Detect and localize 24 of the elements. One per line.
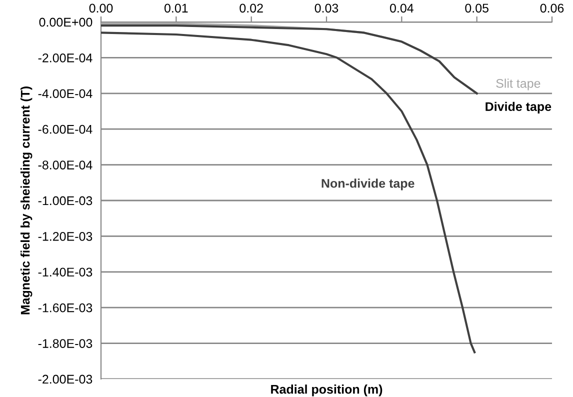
y-axis-title: Magnetic field by sheieding current (T) — [20, 86, 32, 314]
series-label: Divide tape — [486, 102, 552, 114]
line-series — [101, 32, 476, 354]
series-label: Non-divide tape — [322, 178, 414, 190]
x-tick-label: 0.04 — [390, 4, 414, 13]
series-label: Slit tape — [496, 78, 540, 90]
x-axis-title: Radial position (m) — [271, 384, 382, 396]
y-tick-label: -1.00E-03 — [38, 196, 92, 206]
y-tick-label: -6.00E-04 — [38, 124, 92, 134]
y-tick-label: -2.00E-04 — [38, 54, 92, 62]
x-tick-label: 0.02 — [240, 4, 263, 13]
y-tick-label: -8.00E-04 — [38, 160, 92, 170]
y-tick-label: -4.00E-04 — [38, 89, 92, 98]
y-tick-label: -2.00E-03 — [38, 374, 92, 384]
x-tick-label: 0.05 — [465, 4, 488, 13]
y-tick-label: 0.00E+00 — [39, 18, 92, 27]
y-tick-label: -1.60E-03 — [38, 303, 92, 312]
y-tick-label: -1.20E-03 — [38, 232, 92, 241]
y-tick-label: -1.40E-03 — [38, 268, 92, 277]
x-tick-label: 0.00 — [89, 4, 113, 13]
x-tick-label: 0.06 — [540, 4, 564, 13]
y-tick-label: -1.80E-03 — [38, 339, 92, 348]
x-tick-label: 0.03 — [314, 4, 338, 13]
x-tick-label: 0.01 — [164, 4, 188, 13]
